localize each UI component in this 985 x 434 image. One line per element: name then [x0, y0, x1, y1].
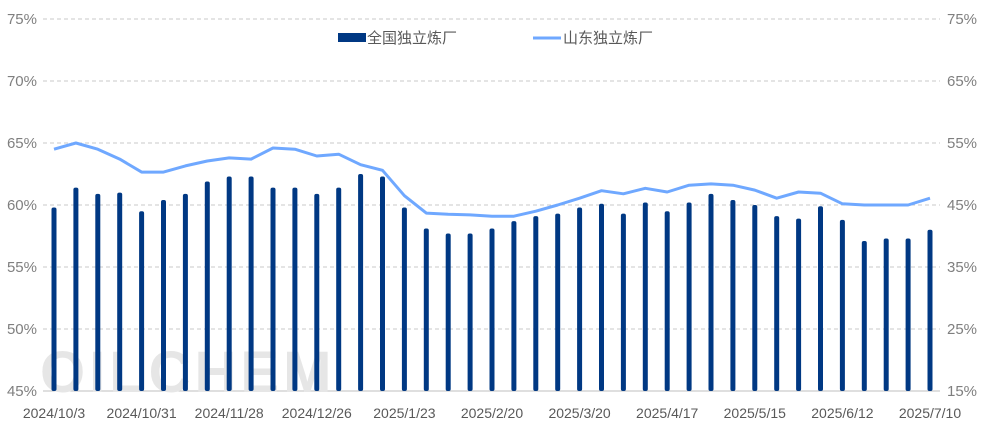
line-series-shandong: [53, 141, 931, 218]
bar: [599, 203, 604, 391]
bar: [380, 176, 385, 391]
bar: [774, 216, 780, 391]
bar: [336, 187, 342, 391]
bar: [423, 228, 429, 391]
bar: [314, 193, 320, 391]
right-tick-label: 65%: [947, 73, 977, 90]
left-tick-label: 50%: [7, 321, 37, 338]
bar: [708, 193, 714, 391]
left-tick-label: 65%: [7, 135, 37, 152]
bar: [489, 228, 495, 391]
left-tick-label: 60%: [7, 197, 37, 214]
bar: [117, 192, 123, 391]
x-tick-label: 2025/1/23: [373, 405, 435, 421]
bar: [752, 205, 758, 391]
bar: [818, 206, 823, 391]
legend: 全国独立炼厂 山东独立炼厂: [338, 29, 653, 47]
legend-swatch-bar: [338, 33, 366, 42]
bar-series: [51, 174, 933, 391]
right-tick-label: 45%: [947, 197, 977, 214]
bar: [226, 176, 232, 391]
bar: [555, 213, 561, 391]
bar: [292, 187, 298, 391]
x-tick-label: 2024/10/31: [107, 405, 177, 421]
bar: [51, 207, 57, 391]
bar: [642, 202, 648, 391]
bar: [445, 233, 451, 391]
x-tick-label: 2025/5/15: [724, 405, 786, 421]
bar: [511, 221, 517, 391]
x-axis: 2024/10/3 2024/10/31 2024/11/28 2024/12/26 2…: [23, 405, 961, 421]
x-tick-label: 2025/4/17: [636, 405, 698, 421]
bar: [927, 229, 933, 391]
right-tick-label: 15%: [947, 383, 977, 400]
left-tick-label: 55%: [7, 259, 37, 276]
bar: [533, 216, 539, 391]
right-tick-label: 55%: [947, 135, 977, 152]
bar: [161, 200, 166, 391]
x-tick-label: 2025/2/20: [461, 405, 523, 421]
x-tick-label: 2024/12/26: [282, 405, 352, 421]
left-axis: 45% 50% 55% 60% 65% 70% 75%: [7, 11, 37, 400]
right-axis: 15% 25% 35% 45% 55% 65% 75%: [947, 11, 977, 400]
bar: [883, 238, 889, 391]
bar: [686, 202, 692, 391]
legend-label-shandong: 山东独立炼厂: [563, 30, 653, 47]
right-tick-label: 35%: [947, 259, 977, 276]
bar: [401, 207, 407, 391]
x-tick-label: 2024/10/3: [23, 405, 85, 421]
bar: [577, 207, 583, 391]
bar: [664, 211, 670, 391]
bar: [796, 218, 802, 391]
bar: [730, 200, 736, 391]
bar: [182, 193, 188, 391]
left-tick-label: 75%: [7, 11, 37, 28]
bar: [861, 240, 867, 391]
x-tick-label: 2024/11/28: [195, 405, 264, 421]
left-tick-label: 70%: [7, 73, 37, 90]
x-tick-label: 2025/7/10: [899, 405, 961, 421]
bar: [139, 211, 145, 391]
bar: [270, 187, 276, 391]
legend-label-national: 全国独立炼厂: [367, 29, 457, 47]
bar: [620, 213, 626, 391]
bar: [248, 176, 254, 391]
bar: [204, 181, 210, 391]
bar: [905, 238, 911, 391]
bar: [839, 219, 845, 391]
right-tick-label: 25%: [947, 321, 977, 338]
bar: [467, 233, 473, 391]
x-tick-label: 2025/6/12: [811, 405, 873, 421]
right-tick-label: 75%: [947, 11, 977, 28]
bar: [95, 193, 101, 391]
bar: [358, 174, 364, 391]
left-tick-label: 45%: [7, 383, 37, 400]
x-tick-label: 2025/3/20: [548, 405, 610, 421]
bar: [73, 187, 79, 391]
